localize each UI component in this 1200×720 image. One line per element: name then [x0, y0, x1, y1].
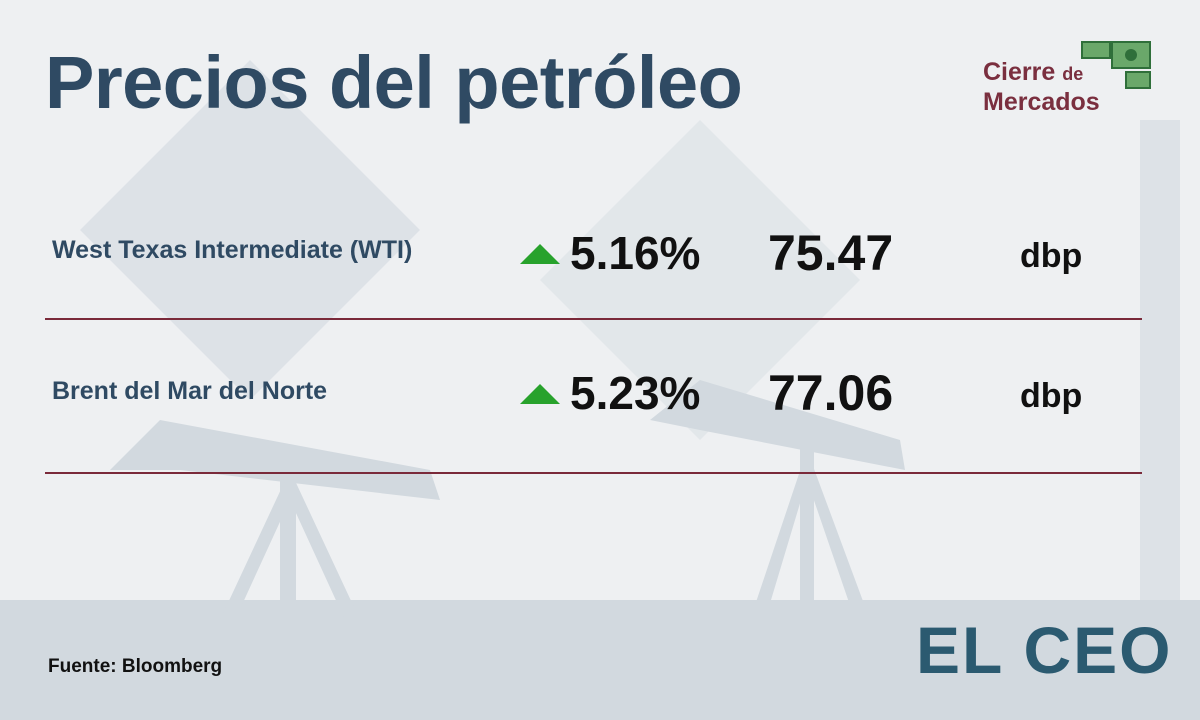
row-unit: dbp — [1020, 237, 1083, 275]
row-price: 77.06 — [768, 365, 894, 421]
divider — [45, 318, 1142, 320]
divider — [45, 472, 1142, 474]
row-change: 5.16% — [570, 227, 701, 279]
title: Precios del petróleo — [45, 41, 743, 124]
up-arrow — [520, 244, 560, 264]
money-icon — [1081, 41, 1151, 89]
row-unit: dbp — [1020, 377, 1083, 415]
logo: EL CEO — [916, 613, 1173, 687]
row-change: 5.23% — [570, 367, 701, 419]
badge-text: Mercados — [983, 88, 1100, 116]
badge-small: de — [1062, 64, 1084, 84]
badge-text: Cierre — [983, 58, 1056, 86]
up-arrow — [520, 384, 560, 404]
source: Fuente: Bloomberg — [48, 656, 223, 677]
row-price: 75.47 — [768, 225, 894, 281]
row-name: Brent del Mar del Norte — [52, 377, 328, 405]
badge-line: Cierre de — [983, 58, 1083, 87]
row-name: West Texas Intermediate (WTI) — [52, 236, 413, 264]
